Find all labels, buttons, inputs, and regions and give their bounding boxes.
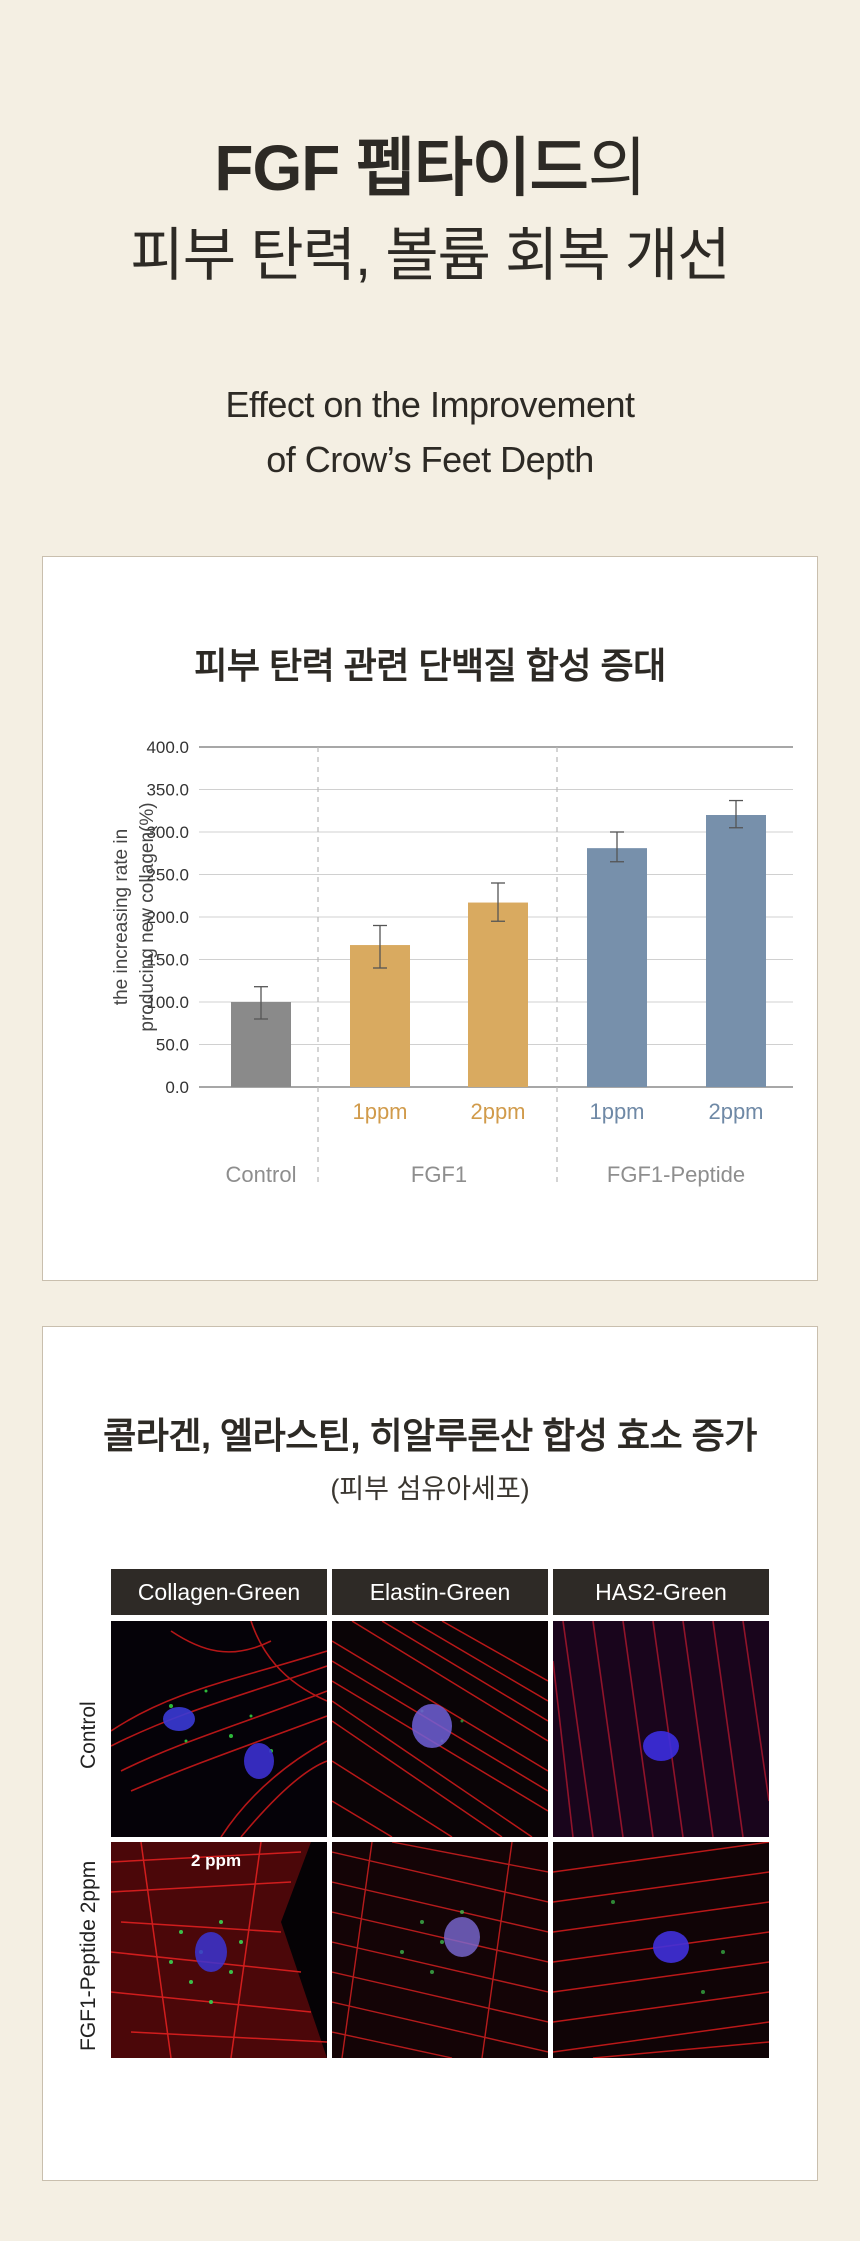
y-axis-label-line2: producing new collagen(%) <box>137 802 158 1031</box>
english-subtitle-line1: Effect on the Improvement <box>225 384 635 425</box>
x-category-label: 1ppm <box>589 1099 644 1124</box>
image-card-subtitle: (피부 섬유아세포) <box>330 1474 530 1504</box>
x-group-label: FGF1-Peptide <box>607 1162 745 1187</box>
chart-card-title: 피부 탄력 관련 단백질 합성 증대 <box>194 645 666 686</box>
bar <box>706 815 766 1087</box>
y-tick-label: 350.0 <box>146 781 189 800</box>
y-tick-label: 150.0 <box>146 951 189 970</box>
bar <box>587 848 647 1087</box>
chart-card: 피부 탄력 관련 단백질 합성 증대 0.0 50.0 100.0 150.0 200.… <box>42 556 818 1281</box>
page-title-bold: FGF 펩타이드 <box>214 132 588 204</box>
y-tick-label: 200.0 <box>146 908 189 927</box>
inset-label: 2 ppm <box>191 1851 241 1870</box>
bar <box>468 902 528 1087</box>
y-tick-label: 300.0 <box>146 823 189 842</box>
page-title-suffix: 의 <box>587 132 647 204</box>
image-card-title: 콜라겐, 엘라스틴, 히알루론산 합성 효소 증가 <box>103 1415 757 1456</box>
image-card: 콜라겐, 엘라스틴, 히알루론산 합성 효소 증가 (피부 섬유아세포) Col… <box>42 1326 818 2181</box>
row-label-control: Control <box>77 1701 100 1769</box>
x-category-label: 1ppm <box>352 1099 407 1124</box>
y-tick-label: 50.0 <box>156 1036 189 1055</box>
x-category-label: 2ppm <box>470 1099 525 1124</box>
y-tick-label: 100.0 <box>146 993 189 1012</box>
micrograph-control-has2 <box>553 1621 769 1837</box>
y-tick-label: 0.0 <box>165 1078 189 1097</box>
bar-chart: 0.0 50.0 100.0 150.0 200.0 250.0 300.0 350.0 400… <box>111 738 793 1187</box>
x-category-label: 2ppm <box>708 1099 763 1124</box>
y-tick-label: 250.0 <box>146 866 189 885</box>
column-header-collagen: Collagen-Green <box>111 1569 327 1615</box>
micrograph-peptide-elastin <box>332 1842 548 2058</box>
x-group-label: Control <box>226 1162 297 1187</box>
micrograph-control-elastin <box>332 1621 548 1837</box>
row-label-peptide: FGF1-Peptide 2ppm <box>77 1860 100 2051</box>
bar <box>350 945 410 1087</box>
page-title: FGF 펩타이드의 <box>0 130 860 206</box>
micrograph-peptide-collagen: 2 ppm <box>111 1842 327 2058</box>
micrograph-peptide-has2 <box>553 1842 769 2058</box>
page-title-line2: 피부 탄력, 볼륨 회복 개선 <box>130 223 730 288</box>
y-tick-label: 400.0 <box>146 738 189 757</box>
micrograph-control-collagen <box>111 1621 327 1837</box>
y-axis-label-line1: the increasing rate in <box>111 829 132 1005</box>
column-header-elastin: Elastin-Green <box>332 1569 548 1615</box>
column-header-has2: HAS2-Green <box>553 1569 769 1615</box>
x-group-label: FGF1 <box>411 1162 467 1187</box>
english-subtitle-line2: of Crow’s Feet Depth <box>266 439 594 480</box>
